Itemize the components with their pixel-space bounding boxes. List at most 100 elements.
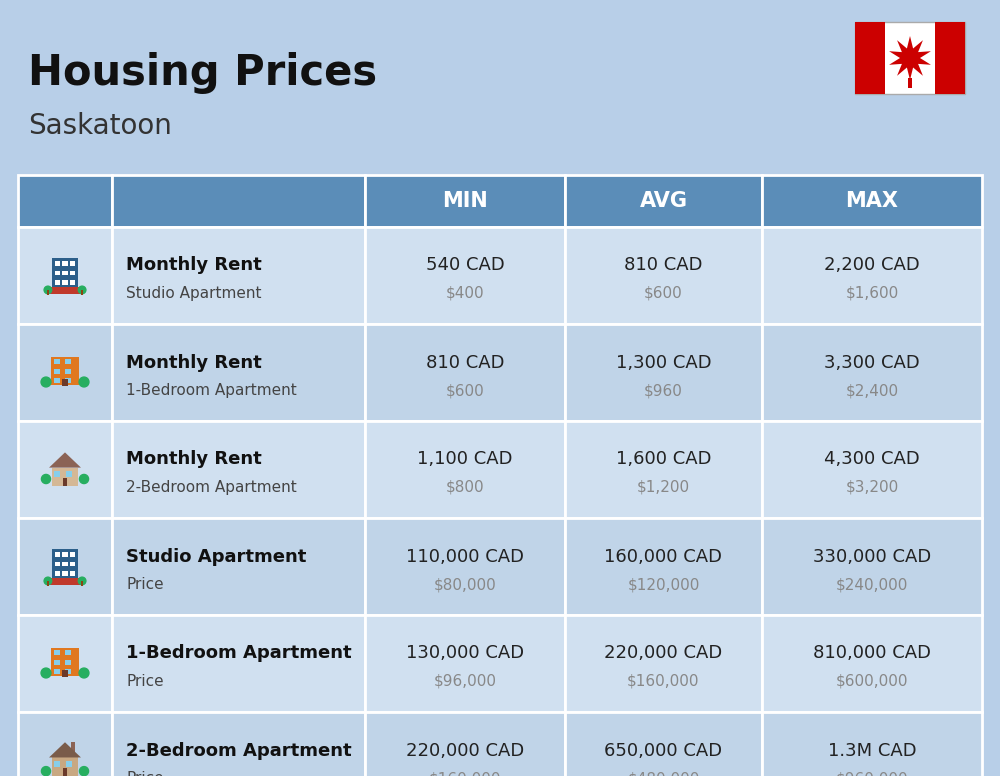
Text: 1-Bedroom Apartment: 1-Bedroom Apartment — [126, 645, 352, 663]
Bar — [18, 615, 112, 712]
Text: 1,300 CAD: 1,300 CAD — [616, 354, 711, 372]
Bar — [365, 227, 565, 324]
Text: $960: $960 — [644, 383, 683, 398]
Bar — [51, 356, 79, 385]
Text: 540 CAD: 540 CAD — [426, 257, 504, 275]
Text: Monthly Rent: Monthly Rent — [126, 451, 262, 469]
Bar — [908, 78, 912, 88]
Circle shape — [79, 767, 89, 776]
Text: $160,000: $160,000 — [627, 674, 700, 689]
Circle shape — [41, 377, 51, 387]
Bar — [66, 761, 72, 767]
Bar — [51, 647, 79, 676]
Bar — [50, 287, 80, 294]
Text: Price: Price — [126, 577, 164, 592]
Bar — [762, 518, 982, 615]
Bar — [62, 562, 68, 566]
Text: $3,200: $3,200 — [845, 480, 899, 495]
Bar — [70, 571, 75, 576]
Text: 3,300 CAD: 3,300 CAD — [824, 354, 920, 372]
Bar — [54, 471, 60, 477]
Bar — [71, 743, 74, 753]
Bar — [81, 581, 83, 586]
Bar — [54, 650, 60, 655]
Text: $480,000: $480,000 — [627, 771, 700, 776]
Text: 130,000 CAD: 130,000 CAD — [406, 645, 524, 663]
Bar — [112, 227, 365, 324]
Text: 2-Bedroom Apartment: 2-Bedroom Apartment — [126, 480, 297, 495]
Bar — [565, 518, 762, 615]
Text: Monthly Rent: Monthly Rent — [126, 354, 262, 372]
Bar — [365, 324, 565, 421]
Bar — [855, 22, 885, 94]
Circle shape — [79, 474, 89, 483]
Bar — [112, 175, 365, 227]
Text: $120,000: $120,000 — [627, 577, 700, 592]
Bar — [65, 369, 71, 373]
Bar — [18, 712, 112, 776]
Bar — [65, 650, 71, 655]
Text: MAX: MAX — [846, 191, 898, 211]
Bar — [365, 518, 565, 615]
Bar — [935, 22, 965, 94]
Bar — [54, 359, 60, 364]
Polygon shape — [49, 743, 81, 757]
Text: $960,000: $960,000 — [836, 771, 908, 776]
Bar — [18, 324, 112, 421]
Text: $1,200: $1,200 — [637, 480, 690, 495]
Bar — [55, 271, 60, 275]
Text: 2-Bedroom Apartment: 2-Bedroom Apartment — [126, 742, 352, 760]
Bar — [65, 359, 71, 364]
Bar — [565, 712, 762, 776]
Text: $600: $600 — [446, 383, 484, 398]
Bar — [54, 369, 60, 373]
Bar — [81, 290, 83, 295]
Text: 2,200 CAD: 2,200 CAD — [824, 257, 920, 275]
Bar — [65, 660, 71, 664]
Bar — [18, 421, 112, 518]
Text: MIN: MIN — [442, 191, 488, 211]
Bar — [54, 761, 60, 767]
Text: 4,300 CAD: 4,300 CAD — [824, 451, 920, 469]
Text: $400: $400 — [446, 286, 484, 301]
Bar — [565, 175, 762, 227]
Circle shape — [79, 377, 89, 387]
Bar — [52, 757, 78, 776]
Bar — [47, 290, 49, 295]
Bar — [565, 324, 762, 421]
Text: 650,000 CAD: 650,000 CAD — [604, 742, 723, 760]
Text: $1,600: $1,600 — [845, 286, 899, 301]
Bar — [565, 615, 762, 712]
Circle shape — [44, 286, 52, 294]
Bar — [762, 712, 982, 776]
Bar — [54, 378, 60, 383]
Bar — [855, 22, 965, 94]
Polygon shape — [889, 36, 931, 80]
Bar — [365, 421, 565, 518]
Bar — [54, 660, 60, 664]
Text: Price: Price — [126, 674, 164, 689]
Bar — [65, 669, 71, 674]
Bar — [62, 670, 68, 677]
Circle shape — [41, 767, 51, 776]
Text: $600,000: $600,000 — [836, 674, 908, 689]
Bar — [62, 571, 68, 576]
Text: $2,400: $2,400 — [845, 383, 899, 398]
Bar — [70, 562, 75, 566]
Bar — [18, 518, 112, 615]
Bar — [18, 227, 112, 324]
Text: 810 CAD: 810 CAD — [426, 354, 504, 372]
Bar — [62, 280, 68, 285]
Text: $160,000: $160,000 — [429, 771, 501, 776]
Bar — [565, 227, 762, 324]
Bar — [365, 712, 565, 776]
Text: 1.3M CAD: 1.3M CAD — [828, 742, 916, 760]
Circle shape — [78, 577, 86, 585]
Bar — [112, 421, 365, 518]
Text: Housing Prices: Housing Prices — [28, 52, 377, 94]
Bar — [565, 421, 762, 518]
Text: 330,000 CAD: 330,000 CAD — [813, 548, 931, 566]
Text: 220,000 CAD: 220,000 CAD — [406, 742, 524, 760]
Text: AVG: AVG — [640, 191, 688, 211]
Text: 1,600 CAD: 1,600 CAD — [616, 451, 711, 469]
